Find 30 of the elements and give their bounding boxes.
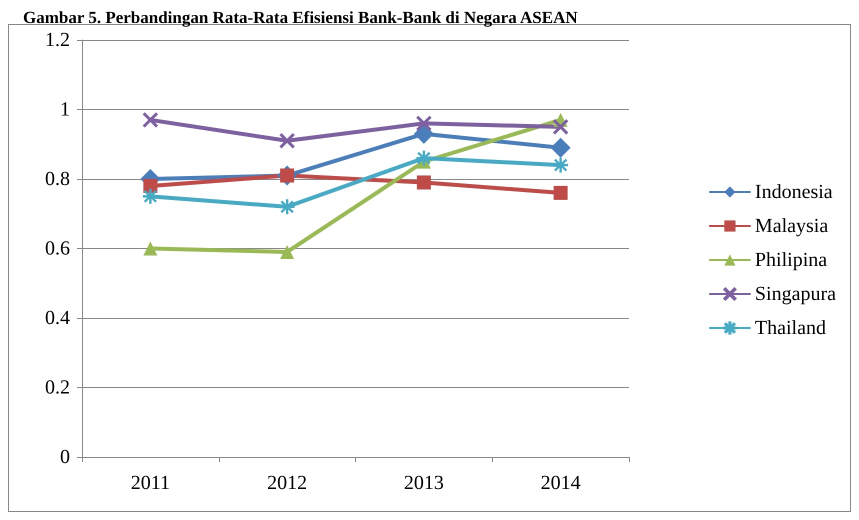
y-tick-label: 0.4 (45, 307, 70, 329)
chart-title: Gambar 5. Perbandingan Rata-Rata Efisiensi Bank-Bank di Negara ASEAN (23, 8, 578, 27)
y-tick-label: 0.6 (45, 238, 70, 260)
point (280, 199, 295, 214)
x-tick-label: 2013 (404, 472, 444, 494)
legend-label: Indonesia (754, 181, 833, 203)
point (416, 175, 431, 190)
point (554, 186, 568, 200)
x-tick-label: 2014 (540, 472, 581, 494)
x-tick-label: 2012 (267, 472, 308, 494)
point (553, 158, 568, 173)
y-tick-label: 0.8 (45, 168, 70, 190)
y-tick-label: 1 (60, 98, 70, 120)
point (550, 138, 571, 158)
point (553, 119, 568, 134)
point (143, 242, 158, 256)
point (142, 188, 158, 204)
legend-label: Malaysia (754, 215, 828, 237)
point (280, 133, 295, 148)
y-tick-label: 1.2 (45, 29, 70, 51)
y-tick-label: 0 (60, 446, 70, 468)
point (416, 150, 432, 166)
x-tick-label: 2011 (130, 472, 170, 494)
legend-label: Philipina (754, 249, 828, 271)
point (280, 244, 294, 259)
point (416, 116, 432, 131)
legend-label: Thailand (754, 317, 826, 339)
y-tick-label: 0.2 (45, 376, 70, 398)
point (142, 112, 158, 128)
legend-label: Singapura (754, 283, 836, 305)
